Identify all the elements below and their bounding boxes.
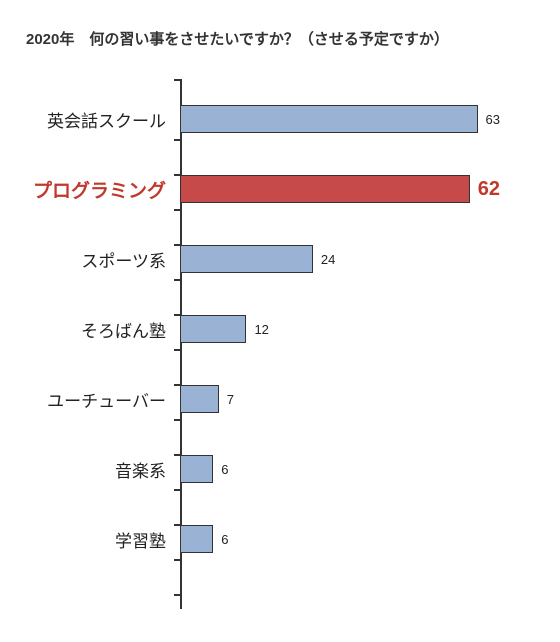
bar [180,385,219,413]
bar-row: そろばん塾12 [180,314,500,344]
axis-tick [174,559,180,561]
value-label: 7 [227,392,234,407]
category-label: 英会話スクール [47,107,166,132]
axis-tick [174,139,180,141]
value-label: 6 [221,532,228,547]
bar-row: 音楽系6 [180,454,500,484]
axis-tick [174,279,180,281]
category-label: プログラミング [33,176,166,203]
chart-plot: 英会話スクール63 プログラミング62 スポーツ系24 そろばん塾12 ユーチューバー7… [180,79,500,609]
category-label: 学習塾 [115,527,166,552]
bar-row: プログラミング62 [180,174,500,204]
value-label: 24 [321,252,335,267]
chart-container: 2020年 何の習い事をさせたいですか？（させる予定ですか） 英会話スクール63… [0,0,560,642]
bar [180,175,470,203]
bar-row: ユーチューバー7 [180,384,500,414]
bar [180,525,213,553]
axis-tick [174,594,180,596]
bar-row: 学習塾6 [180,524,500,554]
value-label: 63 [486,112,500,127]
bar-row: 英会話スクール63 [180,104,500,134]
category-label: 音楽系 [115,457,166,482]
category-label: スポーツ系 [81,247,166,272]
value-label: 6 [221,462,228,477]
axis-tick [174,209,180,211]
value-label: 62 [478,178,500,201]
axis-tick [174,419,180,421]
bar [180,455,213,483]
axis-tick [174,349,180,351]
bar [180,315,246,343]
bar-row: スポーツ系24 [180,244,500,274]
category-label: そろばん塾 [81,317,166,342]
bar [180,245,313,273]
axis-tick [174,79,180,81]
chart-title: 2020年 何の習い事をさせたいですか？（させる予定ですか） [26,28,540,49]
category-label: ユーチューバー [47,387,166,412]
axis-tick [174,489,180,491]
bar [180,105,478,133]
value-label: 12 [254,322,268,337]
